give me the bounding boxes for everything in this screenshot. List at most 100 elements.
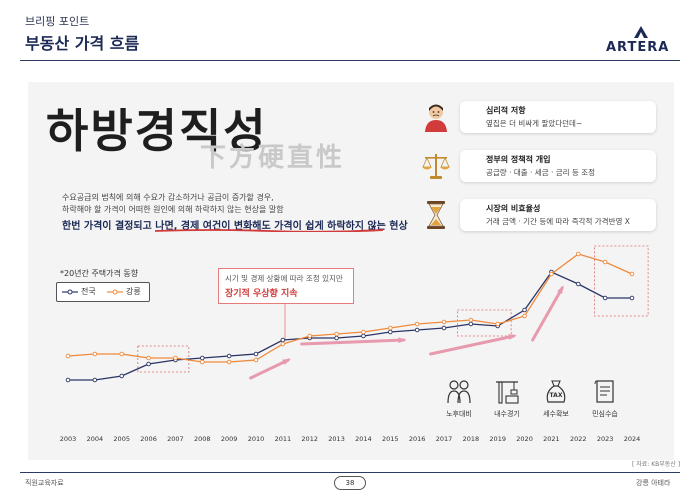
data-point [602, 295, 608, 301]
icon-label-retirement: 노후대비 [446, 410, 472, 418]
data-point [495, 321, 500, 327]
data-point [602, 259, 608, 265]
logo-mark-icon [634, 26, 648, 38]
x-tick-label: 2023 [596, 435, 614, 443]
legend-label-national: 전국 [81, 287, 96, 296]
data-point [65, 353, 71, 359]
card-title: 시장의 비효율성 [486, 204, 541, 213]
data-point [441, 325, 447, 331]
footer-left: 직원교육자료 [25, 479, 64, 487]
trend-arrowhead [557, 285, 564, 294]
data-point [200, 359, 205, 365]
series-line-national [68, 271, 632, 381]
data-point [119, 373, 124, 379]
trend-arrow [429, 334, 516, 356]
x-tick-label: 2012 [301, 435, 318, 443]
footer-right: 강릉 아테라 [636, 479, 671, 487]
data-point [334, 331, 339, 337]
x-tick-label: 2008 [194, 435, 211, 443]
data-point [468, 321, 474, 327]
callout-line-1: 시기 및 경제 상황에 따라 조정 있지만 [225, 274, 343, 283]
x-tick-label: 2011 [274, 435, 292, 443]
data-point [253, 351, 259, 357]
tax-bag-icon: TAX [546, 380, 566, 403]
data-point [226, 353, 232, 359]
x-tick-label: 2010 [247, 435, 265, 443]
data-point [280, 337, 286, 343]
svg-text:TAX: TAX [550, 392, 563, 399]
data-point [280, 341, 286, 347]
data-point [253, 357, 259, 363]
legend-swatch-national [62, 289, 78, 295]
data-point [522, 313, 527, 319]
main-title: 하방경직성 [46, 104, 268, 158]
data-source: [ 자료: KB부동산 ] [632, 461, 681, 468]
elderly-couple-icon [447, 380, 471, 404]
x-tick-label: 2018 [462, 435, 480, 443]
data-point [414, 327, 420, 333]
red-underline-decoration [155, 229, 383, 232]
description-line-1: 수요공급의 법칙에 의해 수요가 감소하거나 공급이 증가할 경우, [62, 193, 274, 202]
data-point [549, 271, 554, 277]
data-point [92, 377, 98, 383]
card-text: 공급량 · 대출 · 세금 · 금리 등 조정 [486, 168, 596, 177]
data-point [468, 317, 474, 323]
data-point [65, 377, 71, 383]
x-tick-label: 2007 [167, 435, 184, 443]
data-point [522, 307, 527, 313]
data-point [361, 329, 366, 335]
data-point [388, 325, 393, 331]
callout-line-2: 장기적 우상향 지속 [225, 289, 298, 299]
icon-label-domestic-economy: 내수경기 [494, 410, 520, 418]
header-subtitle: 브리핑 포인트 [25, 15, 90, 28]
icon-label-public-sentiment: 민심수습 [592, 410, 618, 418]
x-tick-label: 2009 [220, 435, 238, 443]
trend-arrowhead [282, 358, 291, 365]
data-point [200, 355, 205, 361]
data-point [441, 319, 447, 325]
x-tick-label: 2020 [516, 435, 533, 443]
card-market-inefficiency: 시장의 비효율성 거래 금액 · 기간 등에 따라 즉각적 가격반영 X [460, 199, 656, 231]
data-point [576, 251, 581, 257]
trend-arrowhead [398, 337, 407, 344]
data-point [226, 359, 232, 365]
chart-callout: 시기 및 경제 상황에 따라 조정 있지만 장기적 우상향 지속 [218, 268, 354, 304]
x-tick-label: 2003 [59, 435, 77, 443]
card-government-policy: 정부의 정책적 개입 공급량 · 대출 · 세금 · 금리 등 조정 [460, 150, 656, 182]
data-point [146, 355, 151, 361]
page-number: 38 [334, 476, 366, 490]
data-point [119, 351, 124, 357]
x-tick-label: 2019 [489, 435, 506, 443]
data-point [629, 271, 635, 277]
x-tick-label: 2016 [408, 435, 426, 443]
x-tick-label: 2021 [543, 435, 560, 443]
card-text: 옆집은 더 비싸게 팔았다던데~ [486, 119, 583, 128]
hourglass-icon [427, 201, 445, 229]
page-title: 부동산 가격 흐름 [25, 34, 140, 53]
trend-arrow [531, 286, 564, 342]
card-title: 정부의 정책적 개입 [486, 155, 551, 164]
legend-swatch-gangneung [107, 289, 123, 295]
data-point [388, 329, 393, 335]
description-line-2: 하락해야 할 가격이 어떠한 원인에 의해 하락하지 않는 현상을 말함 [62, 205, 284, 214]
data-point [146, 361, 151, 367]
data-point [361, 333, 366, 339]
x-tick-label: 2022 [570, 435, 587, 443]
data-point [414, 321, 420, 327]
card-psychological-resistance: 심리적 저항 옆집은 더 비싸게 팔았다던데~ [460, 101, 656, 133]
series-line-gangneung [67, 253, 633, 363]
document-icon [594, 380, 614, 403]
x-tick-label: 2015 [382, 435, 399, 443]
legend-title: *20년간 주택가격 동향 [60, 269, 139, 278]
x-tick-label: 2005 [113, 435, 130, 443]
hanja-watermark: 下方硬直性 [200, 143, 346, 173]
legend-label-gangneung: 강릉 [126, 287, 141, 296]
card-title: 심리적 저항 [486, 106, 526, 115]
x-tick-label: 2004 [86, 435, 104, 443]
description-highlight: 한번 가격이 결정되고 나면, 경제 여건이 변화해도 가격이 쉽게 하락하지 … [62, 221, 408, 232]
chart-legend: 전국 강릉 [56, 282, 150, 302]
brand-logo: ARTERA [606, 40, 670, 55]
x-tick-label: 2017 [435, 435, 453, 443]
data-point [334, 335, 339, 341]
